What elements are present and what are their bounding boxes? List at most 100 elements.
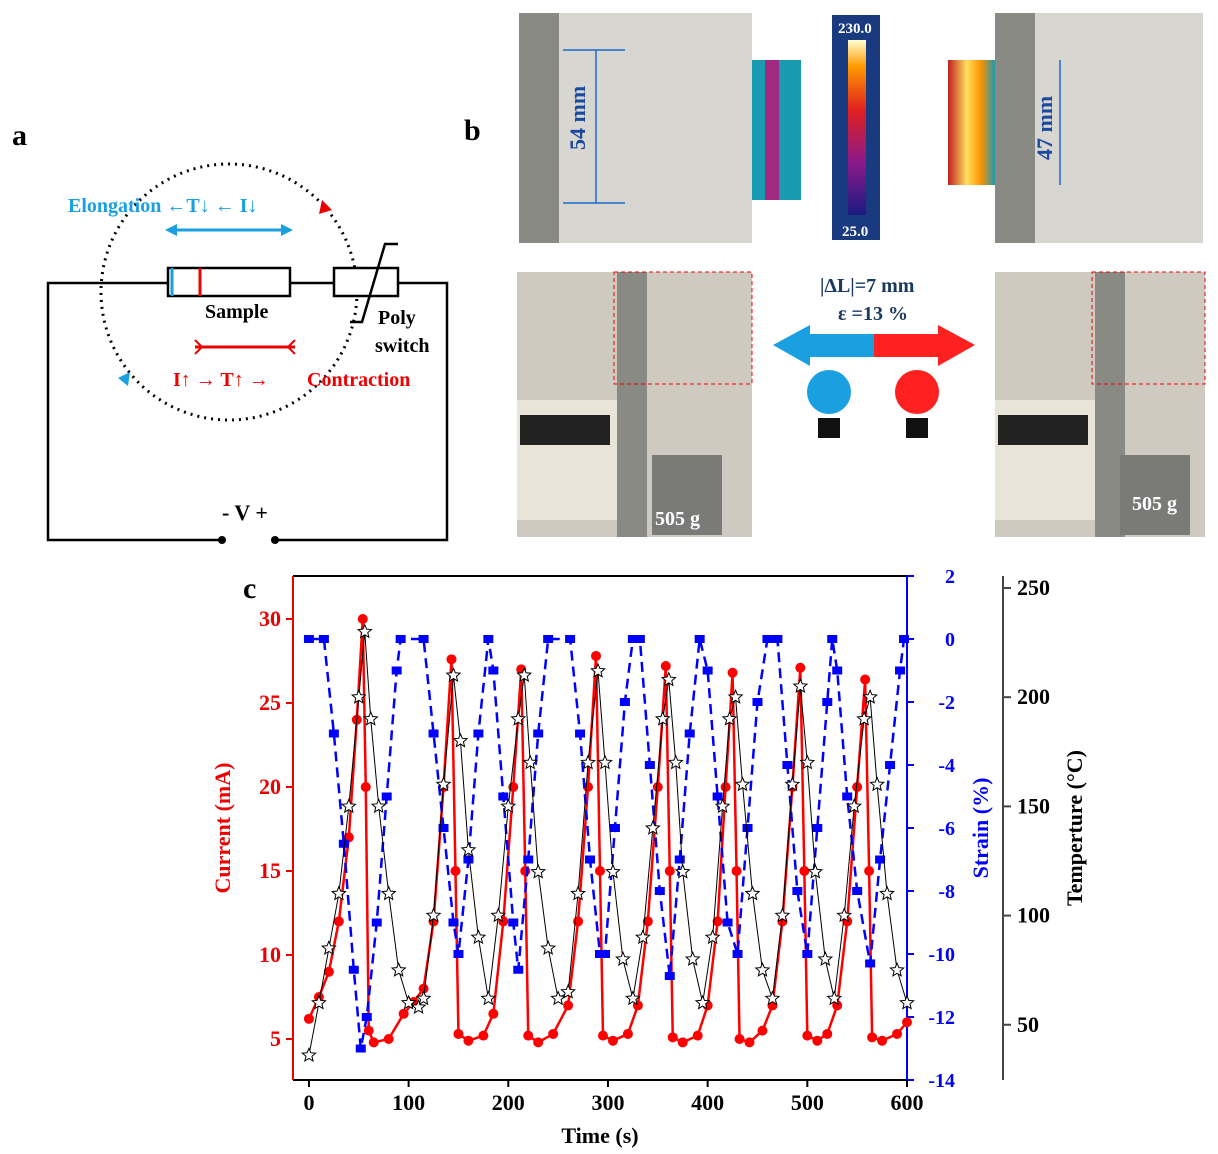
data-point — [693, 1031, 703, 1041]
data-point — [822, 698, 832, 706]
data-point — [675, 856, 685, 864]
ruler — [995, 13, 1035, 243]
length-before: 54 mm — [565, 86, 590, 150]
data-point — [732, 866, 742, 876]
x-tick-label: 300 — [591, 1090, 624, 1115]
data-point — [508, 919, 518, 927]
data-point — [304, 1014, 314, 1024]
contraction-label: Contraction — [307, 369, 410, 391]
data-point — [533, 1037, 543, 1047]
data-point — [358, 614, 368, 624]
data-point — [482, 992, 495, 1005]
data-point — [523, 856, 533, 864]
sample — [168, 268, 290, 296]
data-point — [334, 916, 344, 926]
y2-axis-label: Strain (%) — [968, 778, 993, 879]
length-after: 47 mm — [1032, 96, 1057, 160]
data-point — [799, 866, 809, 876]
bulb — [807, 370, 851, 414]
data-point — [419, 635, 429, 643]
data-point — [384, 1034, 394, 1044]
data-point — [865, 959, 875, 967]
data-point — [472, 930, 485, 943]
data-point — [665, 866, 675, 876]
data-point — [396, 635, 406, 643]
data-point — [752, 698, 762, 706]
data-point — [832, 667, 842, 675]
thermal-stripe — [765, 60, 779, 200]
arrow — [773, 325, 874, 366]
switch-label: switch — [375, 335, 429, 357]
strain-label: ε =13 % — [838, 303, 908, 325]
data-point — [665, 972, 675, 980]
data-point — [399, 1009, 409, 1019]
data-point — [892, 1029, 902, 1039]
colorbar-min: 25.0 — [842, 224, 868, 240]
y-tick-label: 5 — [270, 1026, 281, 1051]
data-point — [792, 887, 802, 895]
mass-label: 505 g — [1132, 493, 1177, 515]
ruler — [519, 13, 559, 243]
arrow-head — [281, 224, 293, 236]
x-tick-label: 200 — [492, 1090, 525, 1115]
data-point — [302, 1048, 315, 1061]
terminal — [218, 536, 226, 544]
data-point — [678, 1037, 688, 1047]
data-point — [513, 966, 523, 974]
data-point — [695, 635, 705, 643]
panel-a: a Elongation ←T↓ ← I↓ Sample Poly switch… — [12, 119, 447, 544]
delta-l: |ΔL|=7 mm — [820, 275, 915, 297]
y-tick-label: 25 — [259, 690, 281, 715]
x-tick-label: 600 — [891, 1090, 924, 1115]
y3-axis-label: Temperture (°C) — [1062, 750, 1087, 906]
data-point — [542, 941, 555, 954]
data-point — [723, 919, 733, 927]
data-point — [802, 950, 812, 958]
series-line — [309, 639, 904, 1049]
data-point — [446, 654, 456, 664]
data-point — [852, 887, 862, 895]
data-point — [329, 730, 339, 738]
display — [520, 415, 610, 445]
x-tick-label: 400 — [691, 1090, 724, 1115]
y2-tick-label: -2 — [938, 692, 955, 714]
data-point — [364, 1026, 374, 1036]
data-point — [655, 887, 665, 895]
y2-tick-label: -10 — [928, 944, 955, 966]
data-point — [533, 730, 543, 738]
data-point — [802, 1031, 812, 1041]
data-point — [450, 866, 460, 876]
data-point — [733, 950, 743, 958]
data-point — [349, 966, 359, 974]
data-point — [453, 950, 463, 958]
data-point — [585, 856, 595, 864]
data-point — [361, 782, 371, 792]
colorbar — [848, 40, 866, 215]
data-point — [523, 1031, 533, 1041]
y3-tick-label: 100 — [1017, 903, 1050, 928]
data-point — [782, 761, 792, 769]
data-point — [635, 635, 645, 643]
data-point — [822, 1029, 832, 1039]
data-point — [756, 963, 769, 976]
data-point — [575, 730, 585, 738]
data-point — [543, 635, 553, 643]
x-tick-label: 100 — [392, 1090, 425, 1115]
data-point — [488, 667, 498, 675]
x-tick-label: 0 — [303, 1090, 314, 1115]
data-point — [842, 793, 852, 801]
data-point — [453, 1029, 463, 1039]
arrow-head — [165, 224, 177, 236]
poly-label: Poly — [378, 307, 416, 329]
y-tick-label: 30 — [259, 606, 281, 631]
contraction-cause: I↑ → T↑ → — [173, 369, 269, 391]
data-point — [319, 635, 329, 643]
sample-label: Sample — [205, 301, 268, 323]
y3-tick-label: 200 — [1017, 684, 1050, 709]
cycle-arrow — [319, 200, 332, 214]
data-point — [668, 1032, 678, 1042]
y2-tick-label: 2 — [945, 566, 955, 588]
y2-tick-label: -14 — [928, 1070, 955, 1092]
data-point — [685, 730, 695, 738]
data-point — [867, 1032, 877, 1042]
